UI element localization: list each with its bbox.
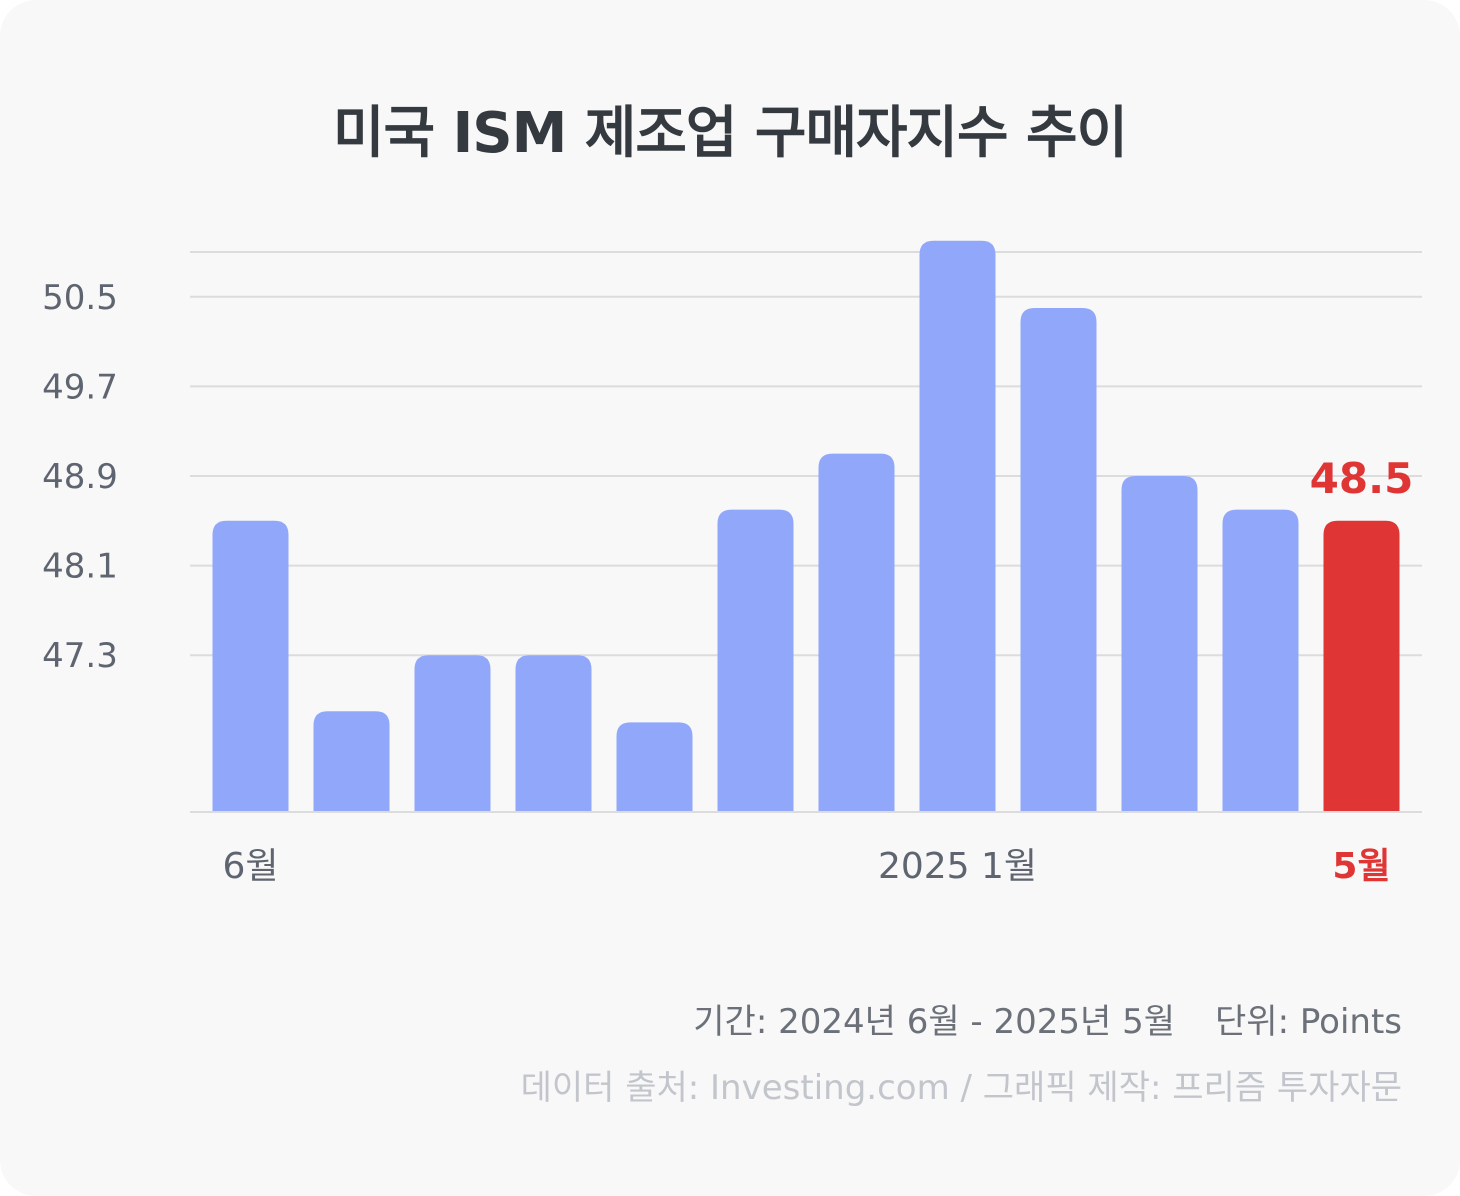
x-tick-label: 6월: [222, 846, 278, 887]
period-text: 기간: 2024년 6월 - 2025년 5월: [693, 1002, 1176, 1042]
bar: [1020, 308, 1097, 812]
bar: [919, 240, 996, 813]
y-tick-label: 49.7: [42, 367, 118, 407]
bar: [414, 655, 491, 812]
chart-title: 미국 ISM 제조업 구매자지수 추이: [332, 101, 1128, 166]
x-tick-label: 2025 1월: [878, 846, 1037, 887]
x-tick-label: 5월: [1332, 846, 1390, 887]
bar: [1121, 476, 1198, 812]
bar: [717, 509, 794, 812]
y-tick-label: 50.5: [42, 278, 118, 318]
bar: [212, 520, 289, 812]
y-tick-label: 48.9: [42, 457, 118, 497]
unit-text: 단위: Points: [1215, 1002, 1402, 1042]
source-text: 데이터 출처: Investing.com / 그래픽 제작: 프리즘 투자자문: [520, 1068, 1402, 1108]
bar: [1222, 509, 1299, 812]
data-label-highlight: 48.5: [1310, 454, 1414, 503]
y-tick-label: 47.3: [42, 636, 118, 676]
bar: [616, 722, 693, 812]
bar: [818, 453, 895, 812]
footer-meta: 기간: 2024년 6월 - 2025년 5월 단위: Points: [693, 994, 1402, 1043]
y-tick-label: 48.1: [42, 547, 118, 587]
bar: [313, 711, 390, 812]
bar-highlight: [1323, 520, 1400, 812]
bar: [515, 655, 592, 812]
